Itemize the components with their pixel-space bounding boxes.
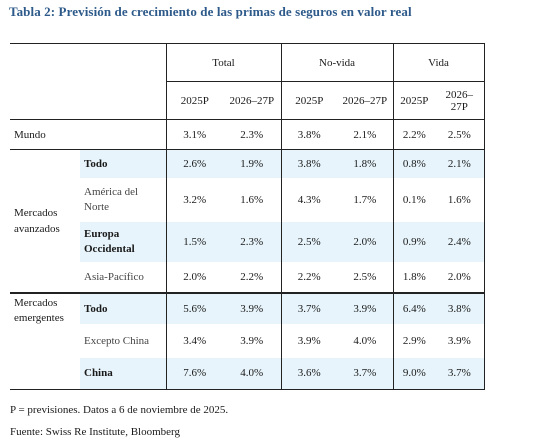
header-col: 2025P <box>393 81 436 120</box>
row-america: América del Norte 3.2% 1.6% 4.3% 1.7% 0.… <box>10 177 485 222</box>
row-label: América del Norte <box>80 177 167 222</box>
header-row-groups: Total No-vida Vida <box>10 43 485 82</box>
cell: 3.9% <box>223 323 282 358</box>
row-label: Excepto China <box>80 323 167 358</box>
cell: 3.7% <box>435 357 485 390</box>
footnote-previsiones: P = previsiones. Datos a 6 de noviembre … <box>10 404 229 416</box>
header-col: 2026–27P <box>435 81 485 120</box>
header-vida: Vida <box>393 43 485 82</box>
cell: 2.5% <box>337 261 394 293</box>
cell: 2.1% <box>337 119 394 150</box>
cell: 2.9% <box>402 334 426 347</box>
header-col: 2026–27P <box>223 81 282 120</box>
cell: 2.0% <box>166 261 223 293</box>
cell: 3.2% <box>183 193 207 206</box>
header-novida: No-vida <box>281 43 394 82</box>
row-asia: Asia-Pacífico 2.0% 2.2% 2.2% 2.5% 1.8% 2… <box>10 261 485 293</box>
row-label: Asia-Pacífico <box>80 261 167 293</box>
cell: 2.4% <box>435 221 485 262</box>
cell: 2.1% <box>435 149 485 178</box>
row-label: Todo <box>80 149 167 178</box>
group-label-emergentes: Mercados emergentes <box>10 291 80 390</box>
cell: 4.0% <box>223 357 282 390</box>
cell: 9.0% <box>393 357 436 390</box>
cell: 1.9% <box>223 149 282 178</box>
cell: 0.1% <box>402 193 426 206</box>
cell: 1.6% <box>435 177 485 222</box>
cell: 2.2% <box>393 119 436 150</box>
header-col: 2026–27P <box>337 81 394 120</box>
cell: 1.5% <box>166 221 223 262</box>
cell: 3.4% <box>183 334 207 347</box>
cell: 3.7% <box>281 291 338 324</box>
cell: 7.6% <box>166 357 223 390</box>
cell: 2.2% <box>281 261 338 293</box>
premium-growth-table: Total No-vida Vida 2025P 2026–27P 2025P … <box>10 43 485 390</box>
cell: 3.7% <box>337 357 394 390</box>
table-title: Tabla 2: Previsión de crecimiento de las… <box>9 4 412 19</box>
cell: 0.9% <box>393 221 436 262</box>
row-label: Todo <box>80 291 167 324</box>
cell: 3.9% <box>223 291 282 324</box>
row-label: Europa Occidental <box>80 221 167 262</box>
cell: 3.1% <box>166 119 223 150</box>
cell: 2.5% <box>281 221 338 262</box>
cell: 3.9% <box>297 334 321 347</box>
header-row-periods: 2025P 2026–27P 2025P 2026–27P 2025P 2026… <box>10 81 485 120</box>
cell: 3.8% <box>281 119 338 150</box>
cell: 3.9% <box>337 291 394 324</box>
cell: 2.5% <box>435 119 485 150</box>
cell: 2.3% <box>223 119 282 150</box>
header-total: Total <box>166 43 282 82</box>
row-emergentes-todo: Mercados emergentes Todo 5.6% 3.9% 3.7% … <box>10 291 485 390</box>
cell: 1.6% <box>223 177 282 222</box>
cell: 3.6% <box>281 357 338 390</box>
row-europa: Europa Occidental 1.5% 2.3% 2.5% 2.0% 0.… <box>10 221 485 262</box>
cell: 4.3% <box>297 193 321 206</box>
row-avanzados-todo: Mercados avanzados Todo 2.6% 1.9% 3.8% 1… <box>10 149 485 293</box>
row-label: Mundo <box>10 119 167 150</box>
cell: 1.8% <box>393 261 436 293</box>
cell: 2.6% <box>166 149 223 178</box>
cell: 2.0% <box>435 261 485 293</box>
cell: 5.6% <box>166 291 223 324</box>
group-label-avanzados: Mercados avanzados <box>10 149 80 293</box>
cell: 4.0% <box>337 323 394 358</box>
cell: 3.9% <box>435 323 485 358</box>
row-mundo: Mundo 3.1% 2.3% 3.8% 2.1% 2.2% 2.5% <box>10 119 485 150</box>
row-china: China 7.6% 4.0% 3.6% 3.7% 9.0% 3.7% <box>10 357 485 390</box>
cell: 1.7% <box>337 177 394 222</box>
cell: 2.3% <box>223 221 282 262</box>
footnote-source: Fuente: Swiss Re Institute, Bloomberg <box>10 426 180 438</box>
cell: 2.0% <box>337 221 394 262</box>
cell: 3.8% <box>435 291 485 324</box>
row-label: China <box>80 357 167 390</box>
cell: 0.8% <box>393 149 436 178</box>
cell: 6.4% <box>393 291 436 324</box>
row-excepto-china: Excepto China 3.4% 3.9% 3.9% 4.0% 2.9% 3… <box>10 323 485 358</box>
header-col: 2025P <box>281 81 338 120</box>
header-col: 2025P <box>166 81 223 120</box>
cell: 3.8% <box>281 149 338 178</box>
cell: 2.2% <box>223 261 282 293</box>
cell: 1.8% <box>337 149 394 178</box>
